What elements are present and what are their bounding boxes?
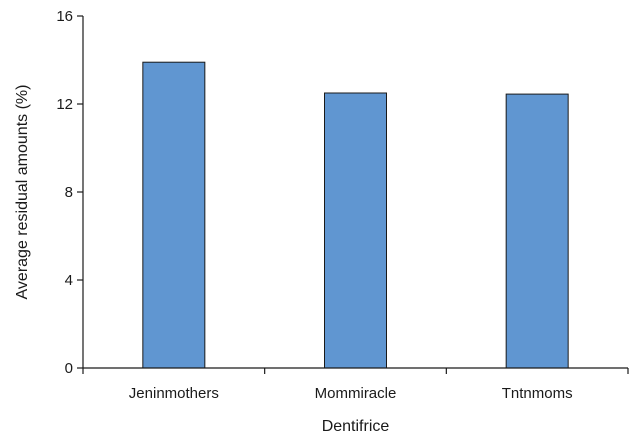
x-ticks-group: Jeninmothers Mommiracle Tntnmoms: [82, 368, 629, 402]
x-tick-label: Jeninmothers: [129, 385, 219, 402]
y-ticks-group: 0 4 8 12 16: [56, 8, 83, 377]
bar-tntnmoms: [505, 93, 569, 369]
x-tick-label: Mommiracle: [315, 385, 397, 402]
y-tick-label: 8: [65, 184, 73, 201]
y-tick-label: 4: [65, 272, 73, 289]
bar-jeninmothers: [142, 61, 206, 369]
y-tick-label: 16: [56, 8, 73, 25]
x-axis-title: Dentifrice: [322, 418, 390, 435]
bar-mommiracle: [324, 92, 387, 369]
y-axis-title: Average residual amounts (%): [14, 85, 31, 300]
x-tick-label: Tntnmoms: [502, 385, 573, 402]
y-tick-label: 0: [65, 360, 73, 377]
y-tick-label: 12: [56, 96, 73, 113]
bars-group: [142, 61, 569, 369]
